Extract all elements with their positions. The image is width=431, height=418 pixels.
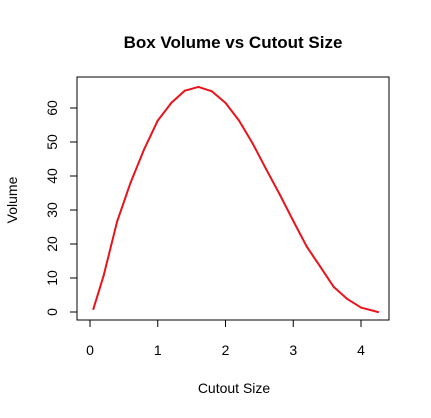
series-point — [197, 85, 200, 88]
chart-title: Box Volume vs Cutout Size — [124, 33, 343, 52]
series-point — [156, 119, 159, 122]
series-point — [278, 193, 281, 196]
y-tick-label: 10 — [44, 270, 60, 286]
series-point — [346, 298, 349, 301]
series-point — [332, 286, 335, 289]
series-point — [102, 274, 105, 277]
x-tick-label: 0 — [86, 342, 94, 358]
series-point — [251, 142, 254, 145]
x-tick-label: 3 — [289, 342, 297, 358]
y-axis-label: Volume — [4, 176, 20, 223]
series-point — [265, 168, 268, 171]
series-point — [116, 220, 119, 223]
series-point — [360, 306, 362, 309]
series-point — [292, 219, 295, 222]
series-point — [143, 148, 146, 151]
series-point — [170, 101, 173, 104]
series-point — [305, 245, 308, 248]
x-tick-label: 1 — [154, 342, 162, 358]
y-tick-label: 30 — [44, 202, 60, 218]
series-point — [92, 307, 95, 310]
series-point — [210, 90, 213, 93]
y-tick-label: 60 — [44, 100, 60, 116]
series-line — [92, 85, 379, 313]
x-axis-label: Cutout Size — [198, 380, 271, 396]
x-axis: 0 1 2 3 4 — [86, 319, 365, 358]
series-point — [319, 265, 322, 268]
x-tick-label: 4 — [357, 342, 365, 358]
series-point — [129, 181, 132, 184]
series-point — [376, 311, 379, 313]
series-point — [238, 119, 241, 122]
y-axis: 0 10 20 30 40 50 60 — [44, 100, 78, 316]
series-point — [183, 89, 186, 92]
y-tick-label: 50 — [44, 134, 60, 150]
y-tick-label: 20 — [44, 236, 60, 252]
series-point — [224, 101, 227, 104]
series-layer — [92, 85, 379, 313]
x-tick-label: 2 — [222, 342, 230, 358]
y-tick-label: 40 — [44, 168, 60, 184]
y-tick-label: 0 — [44, 308, 60, 316]
